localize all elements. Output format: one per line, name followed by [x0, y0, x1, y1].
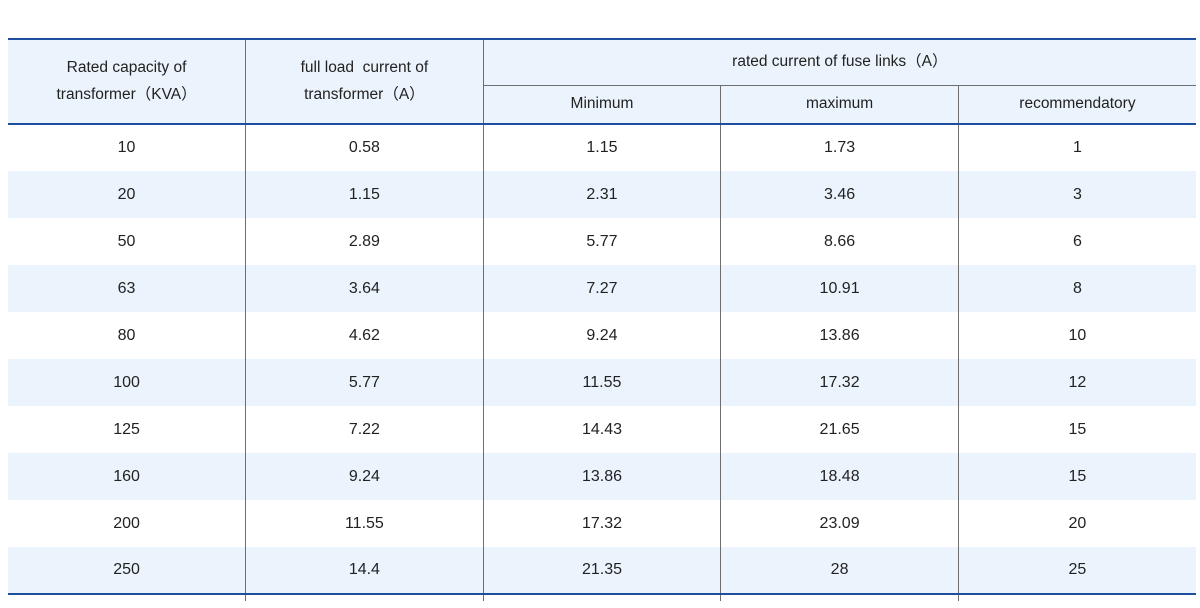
table-row-partial	[8, 594, 1196, 601]
cell-minimum: 17.32	[482, 500, 721, 547]
cell-full-load: 14.4	[245, 547, 484, 595]
cell-recommendatory: 3	[957, 171, 1196, 218]
header-recommendatory: recommendatory	[957, 85, 1196, 125]
table-partial-next-row	[8, 594, 1196, 601]
table-row: 10 0.58 1.15 1.73 1	[8, 124, 1196, 171]
header-maximum: maximum	[720, 85, 959, 125]
table-row: 160 9.24 13.86 18.48 15	[8, 453, 1196, 500]
cell-maximum: 13.86	[720, 312, 959, 359]
cell-full-load: 3.64	[245, 265, 484, 312]
cell-maximum: 17.32	[720, 359, 959, 406]
cell-capacity: 160	[8, 453, 246, 500]
cell-recommendatory: 6	[957, 218, 1196, 265]
cell-capacity: 250	[8, 547, 246, 595]
fuse-link-table-container: Rated capacity of transformer（KVA） full …	[8, 38, 1196, 601]
cell-capacity: 200	[113, 514, 140, 532]
cell-full-load: 4.62	[245, 312, 484, 359]
cell-maximum: 3.46	[720, 171, 959, 218]
cell-minimum: 14.43	[482, 406, 721, 453]
cell-minimum: 11.55	[482, 359, 721, 406]
cell-full-load: 1.15	[245, 171, 484, 218]
table-row: 20 1.15 2.31 3.46 3	[8, 171, 1196, 218]
cell-recommendatory: 15	[957, 453, 1196, 500]
cell-full-load: 11.55	[245, 500, 484, 547]
table-header: Rated capacity of transformer（KVA） full …	[8, 39, 1196, 125]
table-body: 10 0.58 1.15 1.73 1 20 1.15 2.31 3.46 3 …	[8, 124, 1196, 595]
cell-minimum: 5.77	[482, 218, 721, 265]
header-rated-capacity: Rated capacity of transformer（KVA）	[8, 39, 246, 125]
table-row: 250 14.4 21.35 28 25	[8, 547, 1196, 595]
cell-maximum: 23.09	[720, 500, 959, 547]
table-row: 125 7.22 14.43 21.65 15	[8, 406, 1196, 453]
cell-maximum: 10.91	[720, 265, 959, 312]
cell-full-load: 0.58	[245, 124, 484, 171]
cell-minimum: 7.27	[482, 265, 721, 312]
cell-recommendatory: 15	[957, 406, 1196, 453]
cell-capacity: 50	[117, 232, 136, 250]
table-row: 80 4.62 9.24 13.86 10	[8, 312, 1196, 359]
cell-full-load: 9.24	[245, 453, 484, 500]
cell-recommendatory: 8	[957, 265, 1196, 312]
cell-recommendatory: 20	[957, 500, 1196, 547]
cell-capacity: 63	[8, 265, 246, 312]
cell-maximum: 28	[720, 547, 959, 595]
fuse-link-rating-table: Rated capacity of transformer（KVA） full …	[8, 38, 1196, 601]
cell-full-load: 2.89	[245, 218, 484, 265]
cell-capacity: 100	[8, 359, 246, 406]
table-row: 200 11.55 17.32 23.09 20	[8, 500, 1196, 547]
cell-full-load: 5.77	[245, 359, 484, 406]
cell-maximum: 18.48	[720, 453, 959, 500]
cell-recommendatory: 1	[957, 124, 1196, 171]
cell-minimum: 2.31	[482, 171, 721, 218]
header-minimum: Minimum	[482, 85, 721, 125]
cell-capacity: 80	[117, 326, 136, 344]
cell-recommendatory: 25	[957, 547, 1196, 595]
cell-minimum: 1.15	[482, 124, 721, 171]
table-row: 63 3.64 7.27 10.91 8	[8, 265, 1196, 312]
header-full-load-current: full load current of transformer（A）	[245, 39, 484, 125]
cell-maximum: 8.66	[720, 218, 959, 265]
cell-recommendatory: 10	[957, 312, 1196, 359]
cell-recommendatory: 12	[957, 359, 1196, 406]
cell-maximum: 21.65	[720, 406, 959, 453]
cell-minimum: 9.24	[482, 312, 721, 359]
header-fuse-links-group: rated current of fuse links（A）	[482, 39, 1196, 86]
cell-capacity: 20	[8, 171, 246, 218]
cell-full-load: 7.22	[245, 406, 484, 453]
cell-capacity: 10	[117, 139, 136, 156]
cell-minimum: 21.35	[482, 547, 721, 595]
table-row: 100 5.77 11.55 17.32 12	[8, 359, 1196, 406]
cell-minimum: 13.86	[482, 453, 721, 500]
cell-capacity: 125	[113, 420, 140, 438]
table-row: 50 2.89 5.77 8.66 6	[8, 218, 1196, 265]
cell-maximum: 1.73	[720, 124, 959, 171]
